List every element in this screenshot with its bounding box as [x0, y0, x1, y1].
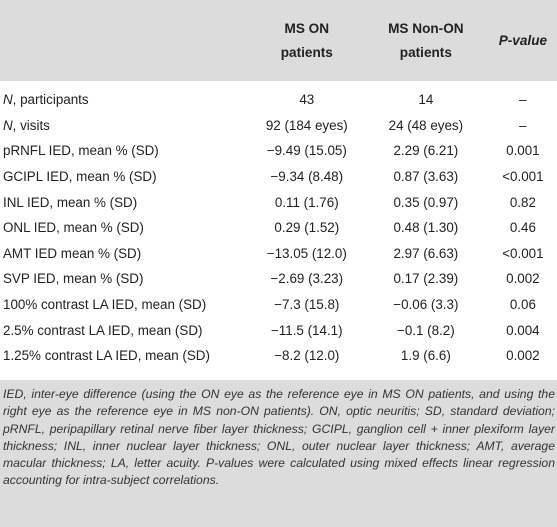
header-ms-on-line1: MS ON	[284, 20, 330, 36]
header-ms-non-on: MS Non-ON patients	[362, 0, 489, 81]
table-row: ONL IED, mean % (SD) 0.29 (1.52) 0.48 (1…	[0, 215, 557, 241]
header-ms-non-on-line2: patients	[399, 44, 452, 60]
table-row: pRNFL IED, mean % (SD) −9.49 (15.05) 2.2…	[0, 138, 557, 164]
cell-ms-on: −7.3 (15.8)	[274, 297, 340, 313]
cell-p-value: 0.46	[509, 220, 536, 236]
data-table: MS ON patients MS Non-ON patients P-valu…	[0, 0, 557, 369]
row-label: pRNFL IED, mean % (SD)	[3, 143, 159, 159]
cell-ms-on: −13.05 (12.0)	[266, 245, 347, 261]
cell-p-value: 0.001	[506, 143, 540, 159]
table-row: 2.5% contrast LA IED, mean (SD) −11.5 (1…	[0, 317, 557, 343]
cell-ms-non-on: 24 (48 eyes)	[388, 117, 464, 133]
cell-ms-non-on: −0.06 (3.3)	[393, 297, 459, 313]
cell-ms-on: 43	[299, 92, 315, 108]
cell-ms-non-on: 14	[418, 92, 434, 108]
row-label-prefix: N	[3, 117, 13, 133]
cell-p-value: <0.001	[502, 245, 544, 261]
cell-ms-on: 92 (184 eyes)	[265, 117, 348, 133]
row-label-rest: , participants	[12, 92, 89, 108]
cell-ms-non-on: 1.9 (6.6)	[400, 348, 451, 364]
row-label: INL IED, mean % (SD)	[3, 194, 138, 210]
cell-ms-on: −11.5 (14.1)	[270, 322, 343, 338]
row-label: N, visits	[0, 113, 251, 139]
row-label: 1.25% contrast LA IED, mean (SD)	[3, 348, 210, 364]
cell-ms-on: −8.2 (12.0)	[274, 348, 340, 364]
cell-p-value: –	[519, 117, 527, 133]
table-footnote: IED, inter-eye difference (using the ON …	[3, 386, 555, 490]
table-row: GCIPL IED, mean % (SD) −9.34 (8.48) 0.87…	[0, 164, 557, 190]
row-label: SVP IED, mean % (SD)	[3, 271, 144, 287]
cell-p-value: 0.06	[509, 297, 536, 313]
cell-p-value: 0.004	[506, 322, 540, 338]
cell-ms-non-on: −0.1 (8.2)	[397, 322, 455, 338]
row-label: 2.5% contrast LA IED, mean (SD)	[3, 322, 203, 338]
table-row: N, visits 92 (184 eyes) 24 (48 eyes) –	[0, 113, 557, 139]
cell-ms-non-on: 0.17 (2.39)	[393, 271, 459, 287]
cell-p-value: 0.82	[509, 194, 536, 210]
cell-ms-non-on: 0.87 (3.63)	[393, 169, 459, 185]
cell-ms-on: −2.69 (3.23)	[270, 271, 344, 287]
table-row: 100% contrast LA IED, mean (SD) −7.3 (15…	[0, 292, 557, 318]
table-row: N, participants 43 14 –	[0, 81, 557, 113]
cell-ms-on: 0.29 (1.52)	[274, 220, 340, 236]
table-row: AMT IED mean % (SD) −13.05 (12.0) 2.97 (…	[0, 241, 557, 267]
header-ms-on-line2: patients	[280, 44, 333, 60]
row-label: AMT IED mean % (SD)	[3, 245, 142, 261]
header-p-value: P-value	[488, 0, 557, 81]
header-ms-non-on-line1: MS Non-ON	[388, 20, 464, 36]
table-header-row: MS ON patients MS Non-ON patients P-valu…	[0, 0, 557, 81]
row-label: N, participants	[0, 81, 251, 113]
row-label-prefix: N	[3, 92, 13, 108]
cell-p-value: <0.001	[502, 169, 544, 185]
cell-ms-non-on: 2.29 (6.21)	[393, 143, 459, 159]
cell-ms-non-on: 2.97 (6.63)	[393, 245, 459, 261]
header-empty-cell	[0, 0, 251, 81]
cell-p-value: 0.002	[506, 271, 540, 287]
row-label: GCIPL IED, mean % (SD)	[3, 169, 157, 185]
cell-p-value: –	[519, 92, 527, 108]
table-row: 1.25% contrast LA IED, mean (SD) −8.2 (1…	[0, 343, 557, 369]
cell-ms-on: −9.49 (15.05)	[266, 143, 347, 159]
cell-p-value: 0.002	[506, 348, 540, 364]
row-label-rest: , visits	[12, 117, 50, 133]
row-label: 100% contrast LA IED, mean (SD)	[3, 297, 207, 313]
header-ms-on: MS ON patients	[250, 0, 363, 81]
cell-ms-on: 0.11 (1.76)	[274, 194, 339, 210]
cell-ms-on: −9.34 (8.48)	[270, 169, 344, 185]
cell-ms-non-on: 0.35 (0.97)	[393, 194, 459, 210]
row-label: ONL IED, mean % (SD)	[3, 220, 144, 236]
table-row: SVP IED, mean % (SD) −2.69 (3.23) 0.17 (…	[0, 266, 557, 292]
table-row: INL IED, mean % (SD) 0.11 (1.76) 0.35 (0…	[0, 189, 557, 215]
cell-ms-non-on: 0.48 (1.30)	[393, 220, 459, 236]
